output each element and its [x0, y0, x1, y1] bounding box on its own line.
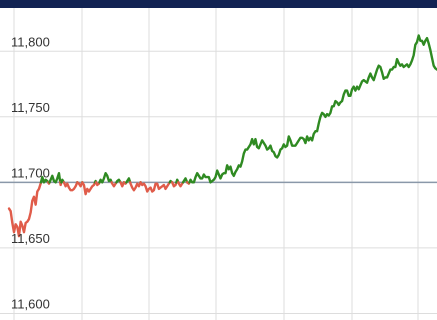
price-line-above-close	[189, 36, 437, 183]
y-tick-label: 11,600	[11, 296, 50, 311]
header-bar	[0, 0, 437, 8]
price-line-below-close	[130, 182, 140, 190]
y-tick-label: 11,700	[11, 165, 50, 180]
y-tick-label: 11,750	[11, 100, 50, 115]
series-layer	[9, 36, 437, 237]
price-line-below-close	[64, 182, 77, 190]
price-line-above-close	[50, 173, 61, 182]
price-line-below-close	[82, 182, 95, 194]
y-tick-label: 11,650	[11, 231, 50, 246]
price-line-below-close	[141, 182, 170, 191]
price-line-above-close	[99, 173, 111, 182]
label-layer: 11,600 11,650 11,700 11,750 11,800	[11, 34, 50, 311]
grid-layer	[0, 8, 437, 320]
y-tick-label: 11,800	[11, 34, 50, 49]
